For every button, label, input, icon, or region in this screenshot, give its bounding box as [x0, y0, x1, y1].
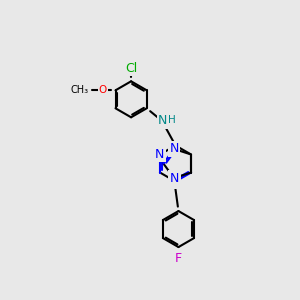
- Text: N: N: [169, 172, 179, 184]
- Text: N: N: [158, 114, 168, 128]
- Text: F: F: [175, 252, 182, 265]
- Text: N: N: [169, 142, 179, 155]
- Text: N: N: [171, 175, 180, 188]
- Text: N: N: [155, 148, 165, 161]
- Text: O: O: [99, 85, 107, 95]
- Text: CH₃: CH₃: [70, 85, 88, 95]
- Text: Cl: Cl: [125, 62, 137, 75]
- Text: H: H: [168, 115, 176, 125]
